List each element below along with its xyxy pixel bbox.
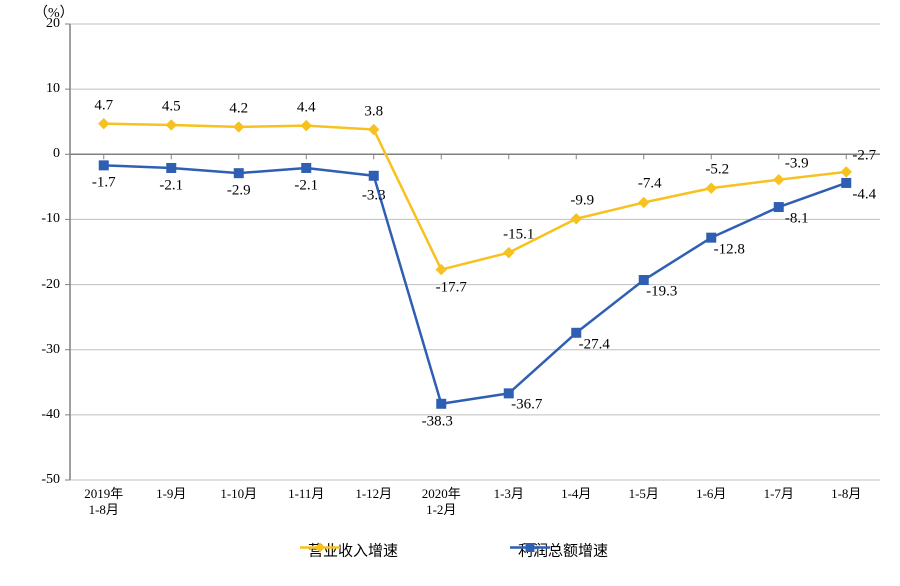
y-tick-label: 20 bbox=[46, 16, 60, 32]
y-tick-label: 0 bbox=[53, 146, 60, 162]
x-tick-label: 1-10月 bbox=[220, 486, 257, 502]
x-tick-label: 1-5月 bbox=[629, 486, 659, 502]
x-tick-label: 1-6月 bbox=[696, 486, 726, 502]
series-marker-profit bbox=[774, 203, 783, 212]
data-label-profit: -2.9 bbox=[227, 183, 251, 200]
data-label-revenue: -3.9 bbox=[785, 155, 809, 172]
data-label-revenue: 4.7 bbox=[94, 97, 113, 114]
series-marker-revenue bbox=[99, 119, 109, 129]
legend-swatch-revenue bbox=[300, 540, 340, 556]
data-label-revenue: 3.8 bbox=[364, 103, 383, 120]
x-tick-label: 1-9月 bbox=[156, 486, 186, 502]
series-marker-profit bbox=[99, 161, 108, 170]
data-label-profit: -3.3 bbox=[362, 187, 386, 204]
x-tick-label: 1-12月 bbox=[355, 486, 392, 502]
data-label-revenue: -7.4 bbox=[638, 176, 662, 193]
series-marker-profit bbox=[302, 163, 311, 172]
x-tick-label: 1-3月 bbox=[494, 486, 524, 502]
series-marker-revenue bbox=[166, 120, 176, 130]
legend-item-profit: 利润总额增速 bbox=[510, 540, 608, 561]
y-tick-label: -30 bbox=[41, 342, 60, 358]
y-tick-label: 10 bbox=[46, 81, 60, 97]
series-marker-revenue bbox=[504, 248, 514, 258]
data-label-profit: -4.4 bbox=[852, 186, 876, 203]
series-marker-profit bbox=[369, 171, 378, 180]
x-tick-label: 2019年1-8月 bbox=[84, 486, 123, 519]
series-marker-profit bbox=[437, 399, 446, 408]
series-marker-revenue bbox=[234, 122, 244, 132]
y-tick-label: -10 bbox=[41, 211, 60, 227]
y-tick-label: -50 bbox=[41, 472, 60, 488]
series-marker-profit bbox=[167, 163, 176, 172]
legend-swatch-profit bbox=[510, 540, 550, 556]
y-tick-label: -20 bbox=[41, 277, 60, 293]
data-label-profit: -36.7 bbox=[511, 397, 542, 414]
series-marker-profit bbox=[234, 169, 243, 178]
data-label-revenue: 4.4 bbox=[297, 99, 316, 116]
data-label-revenue: 4.5 bbox=[162, 98, 181, 115]
series-marker-revenue bbox=[571, 214, 581, 224]
series-marker-revenue bbox=[774, 175, 784, 185]
data-label-revenue: 4.2 bbox=[229, 100, 248, 117]
data-label-revenue: -15.1 bbox=[503, 226, 534, 243]
series-marker-revenue bbox=[706, 183, 716, 193]
data-label-profit: -12.8 bbox=[714, 241, 745, 258]
data-label-profit: -1.7 bbox=[92, 175, 116, 192]
data-label-profit: -27.4 bbox=[579, 336, 610, 353]
x-tick-label: 2020年1-2月 bbox=[422, 486, 461, 519]
series-marker-revenue bbox=[436, 265, 446, 275]
data-label-profit: -19.3 bbox=[646, 284, 677, 301]
series-marker-revenue bbox=[841, 167, 851, 177]
data-label-profit: -2.1 bbox=[159, 177, 183, 194]
series-marker-revenue bbox=[301, 121, 311, 131]
x-tick-label: 1-7月 bbox=[764, 486, 794, 502]
line-chart: （%）-50-40-30-20-10010202019年1-8月1-9月1-10… bbox=[0, 0, 900, 586]
data-label-revenue: -5.2 bbox=[705, 162, 729, 179]
series-marker-revenue bbox=[369, 125, 379, 135]
data-label-profit: -8.1 bbox=[785, 211, 809, 228]
legend-item-revenue: 营业收入增速 bbox=[300, 540, 398, 561]
series-marker-revenue bbox=[639, 197, 649, 207]
series-marker-profit bbox=[842, 178, 851, 187]
y-tick-label: -40 bbox=[41, 407, 60, 423]
data-label-profit: -38.3 bbox=[422, 413, 453, 430]
data-label-revenue: -2.7 bbox=[852, 147, 876, 164]
x-tick-label: 1-11月 bbox=[288, 486, 324, 502]
x-tick-label: 1-4月 bbox=[561, 486, 591, 502]
data-label-revenue: -9.9 bbox=[570, 192, 594, 209]
data-label-revenue: -17.7 bbox=[436, 279, 467, 296]
x-tick-label: 1-8月 bbox=[831, 486, 861, 502]
data-label-profit: -2.1 bbox=[294, 177, 318, 194]
